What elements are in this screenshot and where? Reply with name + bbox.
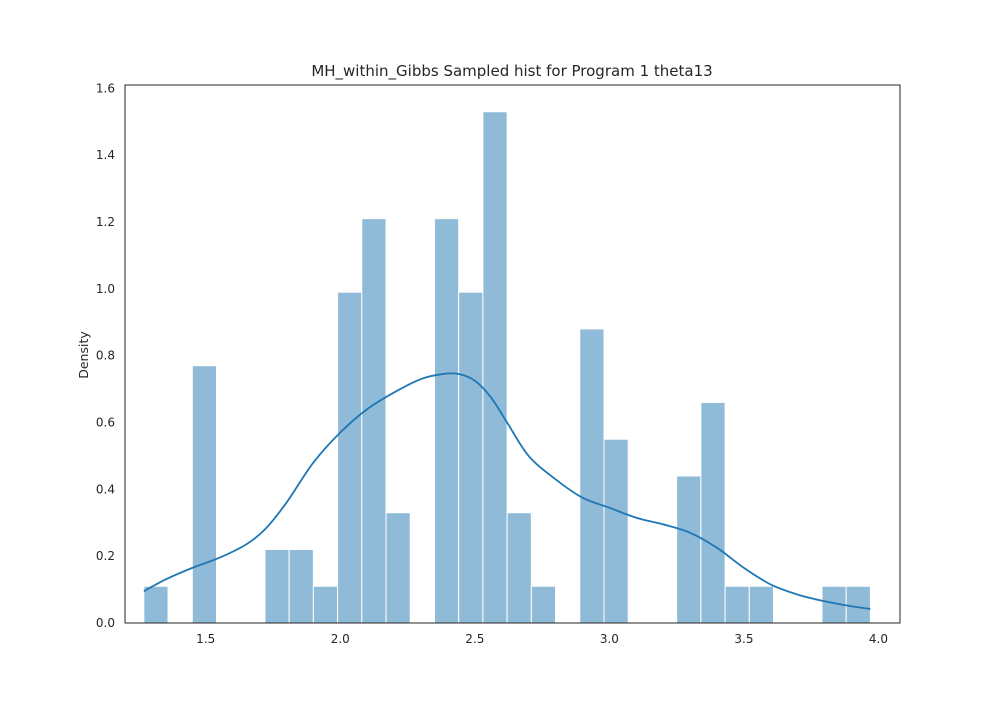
x-axis-ticks: 1.5 2.0 2.5 3.0 3.5 4.0 [196,632,888,646]
histogram-bar [288,548,314,624]
y-axis-label: Density [76,331,91,379]
histogram-bar [748,585,775,624]
x-tick-label: 1.5 [196,632,215,646]
y-tick-label: 0.8 [96,349,115,363]
histogram-bar [385,512,411,624]
histogram-bar [579,328,605,624]
histogram-bar [724,585,750,624]
histogram-bar [676,475,702,624]
histogram-bar [264,548,290,624]
histogram-bar [482,111,508,624]
histogram-bar [337,291,363,624]
histogram-bar [506,512,532,624]
plot-frame [124,84,901,624]
histogram-bar [191,365,217,624]
x-tick-label: 3.5 [734,632,753,646]
y-tick-label: 1.4 [96,148,115,162]
histogram-bar [845,585,871,624]
histogram-bar [530,585,557,624]
x-tick-label: 4.0 [869,632,888,646]
y-tick-label: 1.6 [96,81,115,95]
x-tick-label: 2.5 [465,632,484,646]
y-tick-label: 1.0 [96,282,115,296]
y-tick-label: 0.0 [96,616,115,630]
histogram-bar [361,218,387,624]
histogram-bar [458,291,484,624]
histogram-bar [312,585,339,624]
histogram-bar [700,401,726,624]
chart-title: MH_within_Gibbs Sampled hist for Program… [311,62,712,81]
histogram-bar [143,585,169,624]
y-tick-label: 0.4 [96,482,115,496]
y-tick-label: 0.6 [96,416,115,430]
x-tick-label: 2.0 [331,632,350,646]
x-tick-label: 3.0 [600,632,619,646]
kde-line [143,372,871,610]
y-tick-label: 0.2 [96,549,115,563]
histogram-bar [603,438,629,624]
y-axis-ticks: 0.0 0.2 0.4 0.6 0.8 1.0 1.2 1.4 1.6 [96,81,115,630]
y-tick-label: 1.2 [96,215,115,229]
kde-layer [143,372,871,610]
bars-layer [143,111,871,624]
histogram-bar [433,218,460,624]
